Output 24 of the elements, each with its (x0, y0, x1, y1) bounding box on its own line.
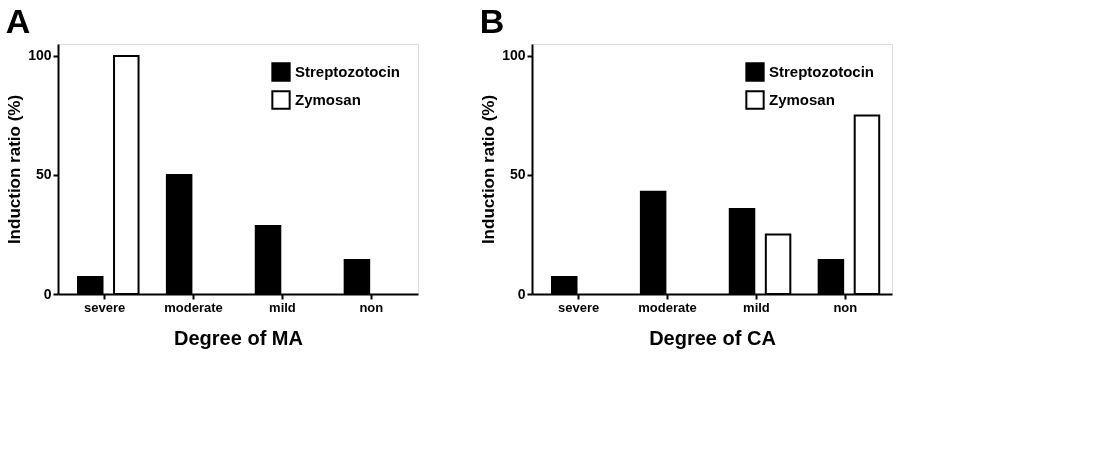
x-tick-label: severe (558, 299, 600, 315)
x-tick-label: moderate (638, 299, 697, 315)
y-tick-label: 0 (43, 285, 52, 302)
x-tick-label: non (359, 299, 384, 315)
legend-label: Streptozotocin (769, 63, 874, 80)
y-tick-label: 50 (509, 166, 526, 183)
x-axis-title: Degree of CA (649, 326, 776, 349)
x-tick-label: severe (84, 299, 126, 315)
x-axis-title: Degree of MA (174, 326, 303, 349)
chart-title: A (5, 2, 31, 40)
x-tick-label: mild (743, 299, 770, 315)
y-tick-label: 100 (28, 47, 52, 64)
legend-label: Zymosan (769, 91, 835, 108)
y-axis-title: Induction ratio (%) (5, 94, 25, 245)
legend-label: Zymosan (295, 91, 361, 108)
y-tick-label: 50 (35, 166, 52, 183)
y-axis-title: Induction ratio (%) (479, 94, 499, 245)
chart-title: B (479, 2, 505, 40)
x-tick-label: mild (269, 299, 296, 315)
y-tick-label: 0 (517, 285, 526, 302)
y-tick-label: 100 (502, 47, 526, 64)
legend-label: Streptozotocin (295, 63, 400, 80)
x-tick-label: moderate (164, 299, 223, 315)
x-tick-label: non (833, 299, 858, 315)
